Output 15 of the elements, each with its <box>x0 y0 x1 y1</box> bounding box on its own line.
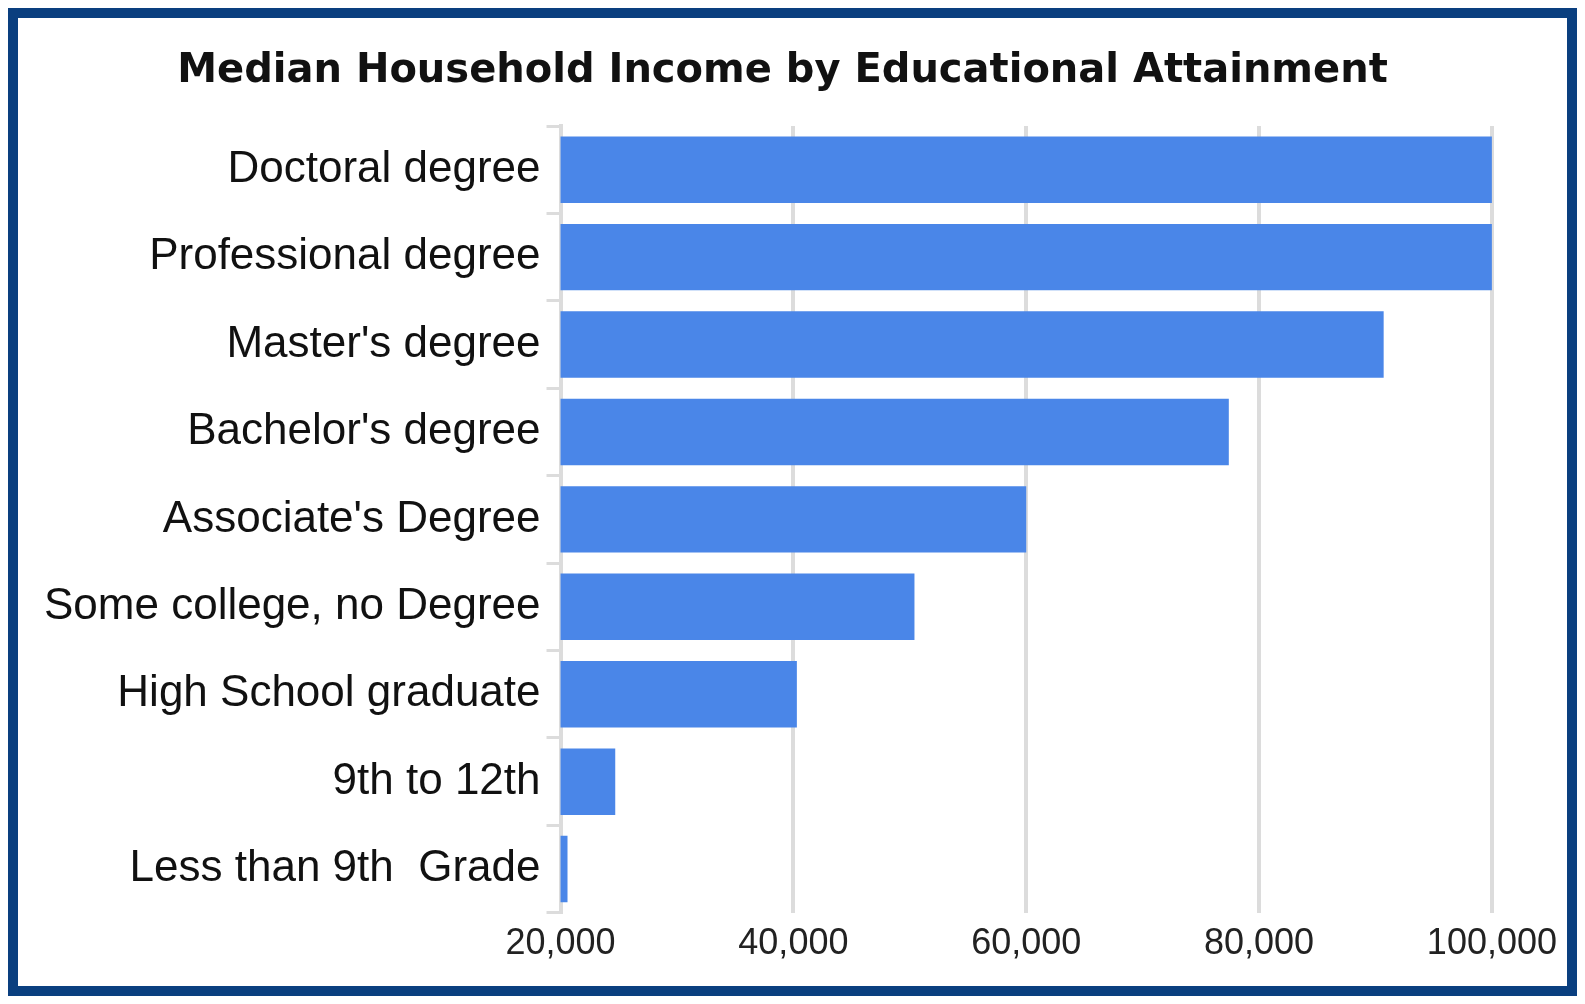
y-tick-label: High School graduate <box>117 666 541 716</box>
x-tick-label: 100,000 <box>1426 921 1557 963</box>
y-tick-label: Professional degree <box>149 229 541 279</box>
y-tick-label: Doctoral degree <box>227 141 541 191</box>
x-tick-label: 40,000 <box>738 921 849 963</box>
x-tick-label: 60,000 <box>971 921 1082 963</box>
y-tick-label: Less than 9th Grade <box>129 841 541 891</box>
x-tick-label: 20,000 <box>505 921 616 963</box>
y-tick-label: Some college, no Degree <box>43 578 541 628</box>
x-tick-label: 80,000 <box>1204 921 1315 963</box>
y-tick-label: Associate's Degree <box>162 491 541 541</box>
y-tick-label: 9th to 12th <box>332 753 541 803</box>
y-tick-label: Bachelor's degree <box>187 404 541 454</box>
y-tick-label: Master's degree <box>226 316 541 366</box>
chart-title: Median Household Income by Educational Attainment <box>177 45 1388 92</box>
